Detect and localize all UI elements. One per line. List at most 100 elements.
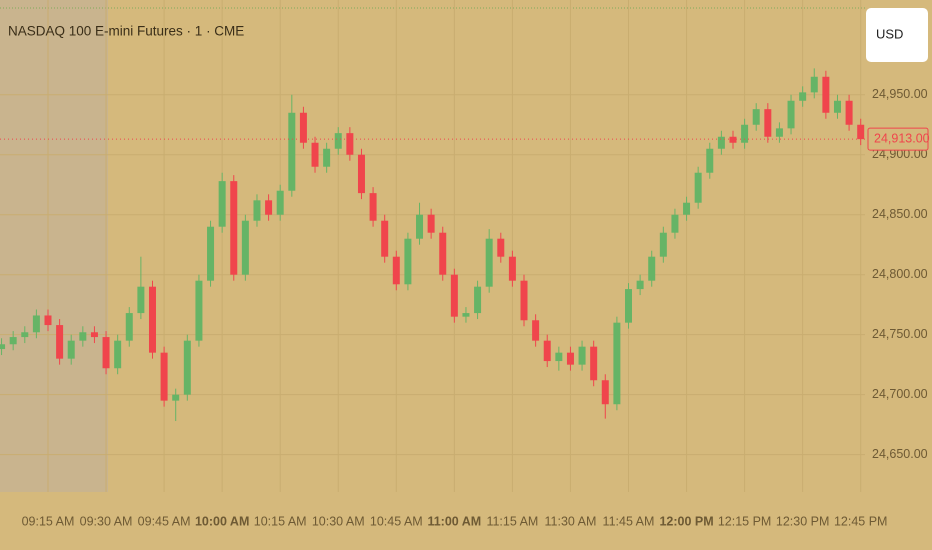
candle-body: [265, 200, 273, 215]
x-tick-label: 10:00 AM: [195, 514, 249, 528]
x-tick-label: 09:30 AM: [80, 514, 133, 528]
candle-body: [590, 346, 598, 381]
candle-body: [752, 109, 760, 125]
candle-body: [195, 280, 203, 341]
candle-body: [137, 286, 145, 314]
candle-body: [636, 280, 644, 290]
candle-body: [253, 200, 261, 221]
candle-body: [288, 112, 296, 191]
candle-body: [67, 340, 75, 359]
candle-body: [555, 352, 563, 362]
candle-body: [299, 112, 307, 143]
candle-body: [114, 340, 122, 369]
candle-body: [90, 332, 98, 338]
chart-title: NASDAQ 100 E-mini Futures · 1 · CME: [8, 24, 244, 39]
candle-body: [648, 256, 656, 281]
candle-body: [0, 344, 6, 350]
candle-body: [799, 92, 807, 101]
candle-body: [125, 313, 133, 341]
candle-body: [183, 340, 191, 395]
y-tick-label: 24,850.00: [872, 207, 928, 221]
last-price-box: [867, 127, 929, 151]
candle-body: [659, 232, 667, 257]
x-tick-label: 10:30 AM: [312, 514, 365, 528]
candle-body: [311, 142, 319, 167]
candle-body: [218, 181, 226, 227]
candle-body: [207, 226, 215, 281]
candle-body: [102, 337, 110, 369]
x-tick-label: 12:30 PM: [776, 514, 830, 528]
candle-body: [404, 238, 412, 285]
session-shade: [0, 0, 108, 492]
candle-body: [44, 315, 52, 326]
candle-body: [532, 320, 540, 341]
currency-button[interactable]: [866, 8, 928, 62]
candle-body: [450, 274, 458, 317]
x-tick-label: 11:30 AM: [545, 514, 597, 528]
candle-body: [508, 256, 516, 281]
candle-body: [775, 128, 783, 137]
candle-body: [230, 181, 238, 275]
candle-body: [520, 280, 528, 321]
candle-body: [729, 136, 737, 143]
x-tick-label: 10:45 AM: [370, 514, 423, 528]
candle-body: [172, 394, 180, 401]
candle-body: [764, 109, 772, 137]
candle-body: [381, 220, 389, 257]
candle-body: [497, 238, 505, 257]
y-tick-label: 24,700.00: [872, 387, 928, 401]
candle-body: [334, 133, 342, 149]
candle-body: [810, 76, 818, 93]
x-tick-label: 12:15 PM: [718, 514, 772, 528]
candle-body: [357, 154, 365, 194]
candle-body: [543, 340, 551, 362]
y-tick-label: 24,750.00: [872, 327, 928, 341]
currency-label[interactable]: USD: [876, 26, 903, 41]
candle-body: [787, 100, 795, 129]
candle-body: [613, 322, 621, 405]
candle-body: [683, 202, 691, 215]
candle-body: [21, 332, 29, 338]
candle-body: [369, 193, 377, 221]
candle-body: [694, 172, 702, 203]
x-tick-label: 09:15 AM: [22, 514, 75, 528]
candle-body: [56, 325, 64, 359]
candle-body: [485, 238, 493, 287]
x-tick-label: 10:15 AM: [254, 514, 307, 528]
y-tick-label: 24,950.00: [872, 87, 928, 101]
candle-body: [276, 190, 284, 215]
candle-body: [741, 124, 749, 143]
candle-body: [833, 100, 841, 113]
x-tick-label: 09:45 AM: [138, 514, 191, 528]
candle-body: [706, 148, 714, 173]
candle-body: [578, 346, 586, 365]
candle-body: [625, 289, 632, 323]
candle-body: [323, 148, 331, 167]
x-tick-label: 11:15 AM: [486, 514, 538, 528]
x-tick-label: 12:00 PM: [659, 514, 713, 528]
last-price-label: 24,913.00: [874, 131, 930, 145]
candle-body: [845, 100, 853, 125]
candle-body: [241, 220, 249, 275]
candle-body: [462, 313, 470, 317]
candle-body: [717, 136, 725, 149]
candle-body: [32, 315, 40, 333]
candle-body: [160, 352, 168, 401]
candle-body: [392, 256, 400, 285]
candle-body: [416, 214, 424, 239]
candle-body: [148, 286, 156, 353]
y-tick-label: 24,650.00: [872, 447, 928, 461]
candle-body: [9, 337, 17, 345]
y-tick-label: 24,800.00: [872, 267, 928, 281]
x-tick-label: 12:45 PM: [834, 514, 888, 528]
candle-body: [671, 214, 679, 233]
candle-body: [427, 214, 435, 233]
candle-body: [857, 124, 865, 140]
candle-body: [474, 286, 482, 314]
x-tick-label: 11:45 AM: [603, 514, 655, 528]
candle-body: [79, 332, 87, 341]
candle-body: [601, 380, 609, 405]
candle-body: [822, 76, 830, 113]
